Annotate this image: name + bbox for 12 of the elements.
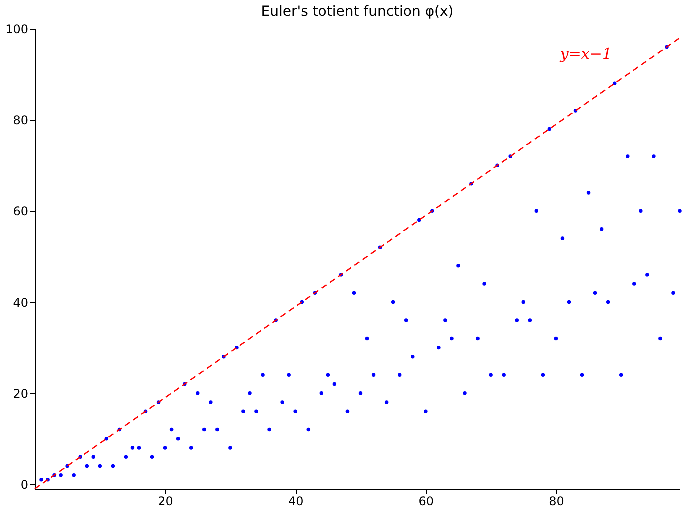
x-tick-label: 20 [158, 494, 174, 508]
series-label: y=x−1 [559, 45, 612, 64]
x-tick-label: 40 [288, 494, 304, 508]
y-tick-label: 0 [20, 478, 28, 492]
y-tick-label: 40 [13, 296, 28, 310]
y-tick-label: 60 [13, 204, 28, 219]
y-tick-label: 80 [13, 114, 28, 128]
y-tick-label: 20 [13, 386, 28, 401]
x-tick-label: 60 [418, 494, 434, 508]
y-tick-label: 100 [6, 22, 28, 36]
x-tick-label: 80 [549, 494, 564, 508]
chart-title: Euler's totient function φ(x) [261, 4, 454, 20]
